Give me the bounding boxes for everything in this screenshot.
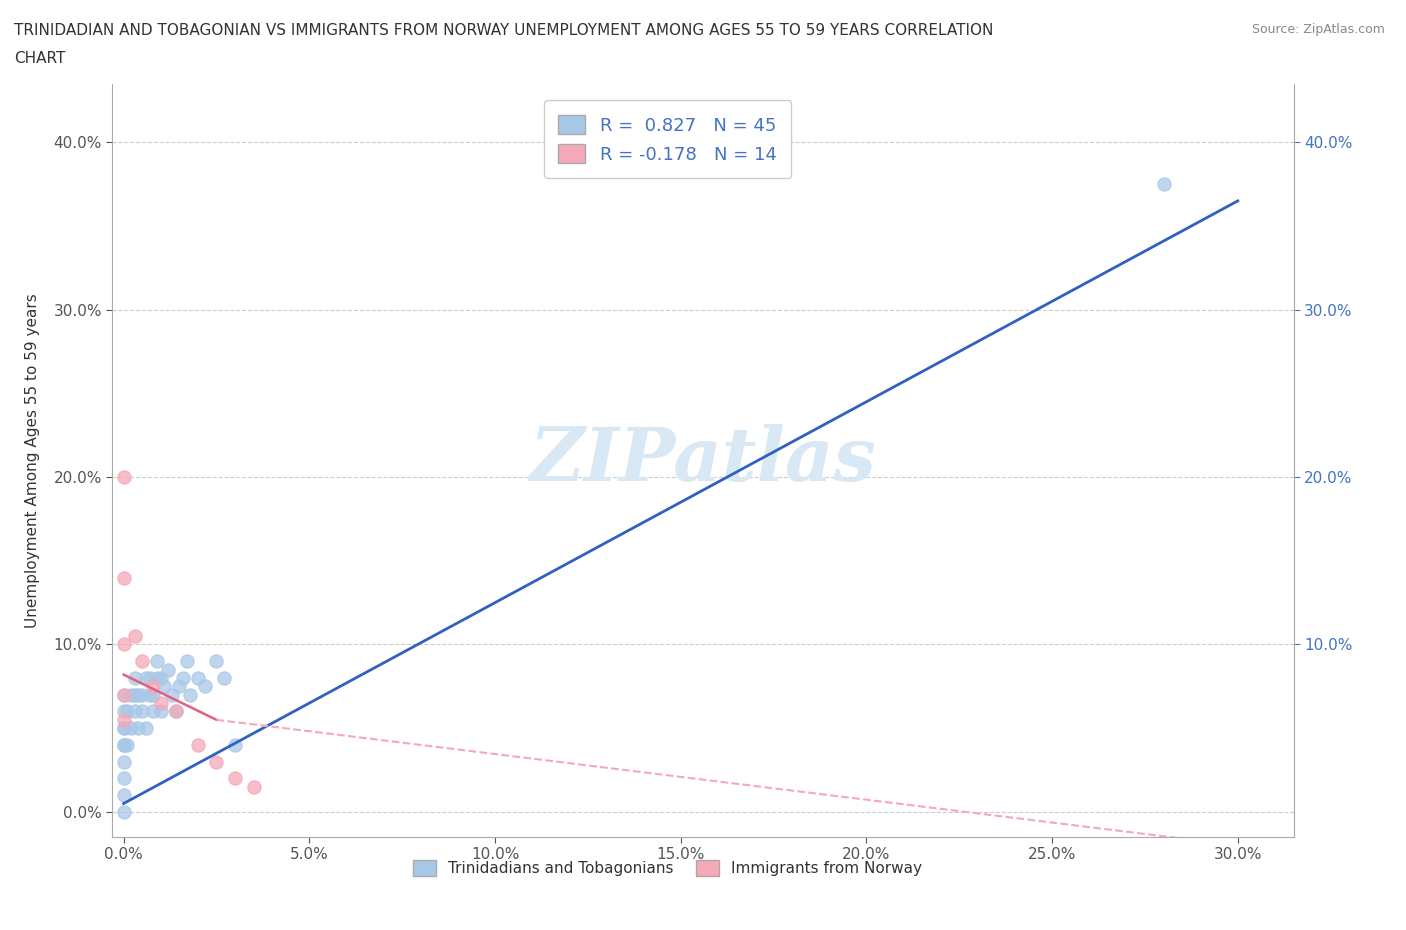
Point: [127, 687, 149, 702]
Point: [117, 704, 139, 719]
Point: [127, 721, 149, 736]
Point: [112, 737, 135, 752]
Point: [131, 654, 153, 669]
Point: [112, 721, 135, 736]
Point: [112, 804, 135, 819]
Point: [153, 679, 176, 694]
Point: [212, 671, 235, 685]
Point: [124, 671, 146, 685]
Point: [112, 687, 135, 702]
Point: [112, 712, 135, 727]
Point: [146, 671, 169, 685]
Point: [165, 704, 187, 719]
Text: Source: ZipAtlas.com: Source: ZipAtlas.com: [1251, 23, 1385, 36]
Point: [135, 671, 157, 685]
Point: [120, 721, 142, 736]
Point: [138, 687, 160, 702]
Point: [131, 687, 153, 702]
Text: ZIPatlas: ZIPatlas: [530, 424, 876, 497]
Point: [120, 687, 142, 702]
Point: [1153, 177, 1175, 192]
Point: [124, 687, 146, 702]
Point: [112, 737, 135, 752]
Point: [169, 679, 191, 694]
Point: [187, 671, 209, 685]
Point: [224, 771, 246, 786]
Point: [187, 737, 209, 752]
Point: [172, 671, 194, 685]
Y-axis label: Unemployment Among Ages 55 to 59 years: Unemployment Among Ages 55 to 59 years: [25, 293, 39, 628]
Point: [124, 629, 146, 644]
Point: [138, 671, 160, 685]
Point: [205, 654, 228, 669]
Point: [112, 637, 135, 652]
Point: [176, 654, 198, 669]
Point: [224, 737, 246, 752]
Point: [112, 570, 135, 585]
Text: CHART: CHART: [14, 51, 66, 66]
Point: [131, 704, 153, 719]
Point: [112, 788, 135, 803]
Point: [112, 687, 135, 702]
Point: [146, 654, 169, 669]
Point: [194, 679, 217, 694]
Point: [160, 687, 183, 702]
Legend: Trinidadians and Tobagonians, Immigrants from Norway: Trinidadians and Tobagonians, Immigrants…: [406, 854, 928, 882]
Point: [149, 704, 172, 719]
Point: [142, 687, 165, 702]
Point: [205, 754, 228, 769]
Text: TRINIDADIAN AND TOBAGONIAN VS IMMIGRANTS FROM NORWAY UNEMPLOYMENT AMONG AGES 55 : TRINIDADIAN AND TOBAGONIAN VS IMMIGRANTS…: [14, 23, 994, 38]
Point: [112, 771, 135, 786]
Point: [112, 721, 135, 736]
Point: [142, 679, 165, 694]
Point: [157, 662, 180, 677]
Point: [117, 737, 139, 752]
Point: [242, 779, 264, 794]
Point: [135, 721, 157, 736]
Point: [149, 671, 172, 685]
Point: [165, 704, 187, 719]
Point: [112, 754, 135, 769]
Point: [124, 704, 146, 719]
Point: [112, 704, 135, 719]
Point: [112, 470, 135, 485]
Point: [149, 696, 172, 711]
Point: [179, 687, 201, 702]
Point: [142, 704, 165, 719]
